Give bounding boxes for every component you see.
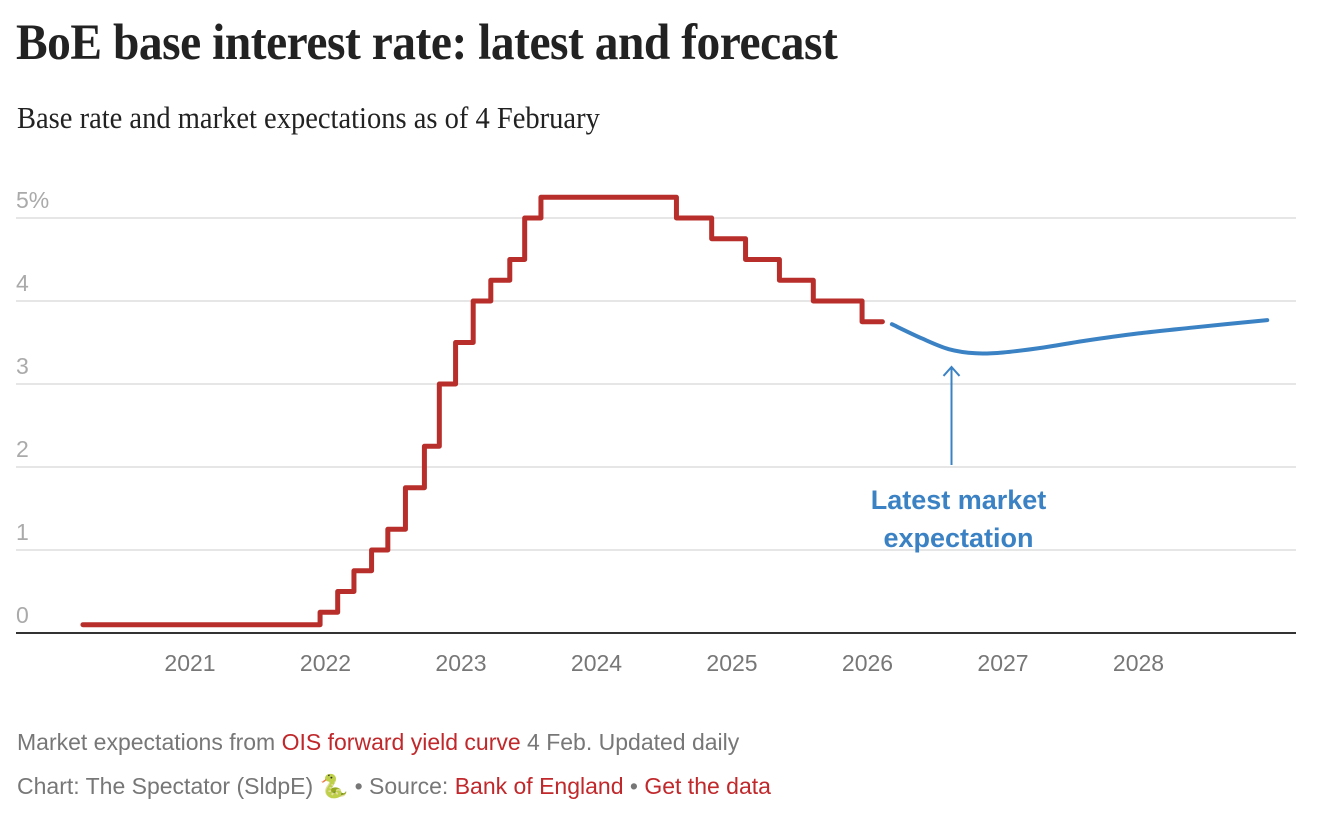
chart-credits: Chart: The Spectator (SldpE) 🐍 • Source:… [17, 773, 771, 800]
x-tick-label: 2023 [435, 650, 486, 676]
base-rate-line [80, 194, 885, 628]
y-tick-label: 2 [16, 436, 29, 462]
market-expectation-line [889, 318, 1270, 356]
y-tick-label: 1 [16, 519, 29, 545]
chart-subtitle: Base rate and market expectations as of … [17, 100, 600, 135]
snake-icon: 🐍 [319, 773, 349, 799]
y-tick-label: 3 [16, 353, 29, 379]
x-tick-label: 2021 [164, 650, 215, 676]
chart-plot: 0 1 2 3 4 5% 2021 2022 2023 2024 2025 2026 2027 2028… [16, 187, 1296, 676]
credit-prefix: Chart: The Spectator (SldpE) [17, 773, 320, 799]
chart-notes: Market expectations from OIS forward yie… [17, 729, 739, 756]
separator: • [623, 773, 645, 799]
annotation-latest-market-expectation: Latest market expectation [871, 365, 1047, 553]
chart-title: BoE base interest rate: latest and forec… [16, 15, 838, 71]
ois-yield-curve-link[interactable]: OIS forward yield curve [281, 729, 521, 755]
gridlines [16, 217, 1296, 551]
y-tick-label: 4 [16, 270, 29, 296]
x-tick-label: 2024 [571, 650, 622, 676]
get-the-data-link[interactable]: Get the data [644, 773, 771, 799]
notes-suffix: 4 Feb. Updated daily [520, 729, 740, 755]
x-tick-label: 2027 [977, 650, 1028, 676]
x-tick-label: 2022 [300, 650, 351, 676]
notes-prefix: Market expectations from [17, 729, 282, 755]
arrow-up-icon [942, 365, 961, 377]
x-tick-label: 2028 [1113, 650, 1164, 676]
source-label: • Source: [348, 773, 455, 799]
annotation-label-line-1: Latest market [871, 485, 1047, 515]
x-axis-ticks: 2021 2022 2023 2024 2025 2026 2027 2028 [164, 650, 1164, 676]
y-tick-label: 5% [16, 187, 49, 213]
bank-of-england-link[interactable]: Bank of England [454, 773, 624, 799]
x-tick-label: 2026 [842, 650, 893, 676]
x-tick-label: 2025 [706, 650, 757, 676]
y-tick-label: 0 [16, 602, 29, 628]
y-axis-ticks: 0 1 2 3 4 5% [16, 187, 49, 628]
annotation-label-line-2: expectation [883, 523, 1033, 553]
